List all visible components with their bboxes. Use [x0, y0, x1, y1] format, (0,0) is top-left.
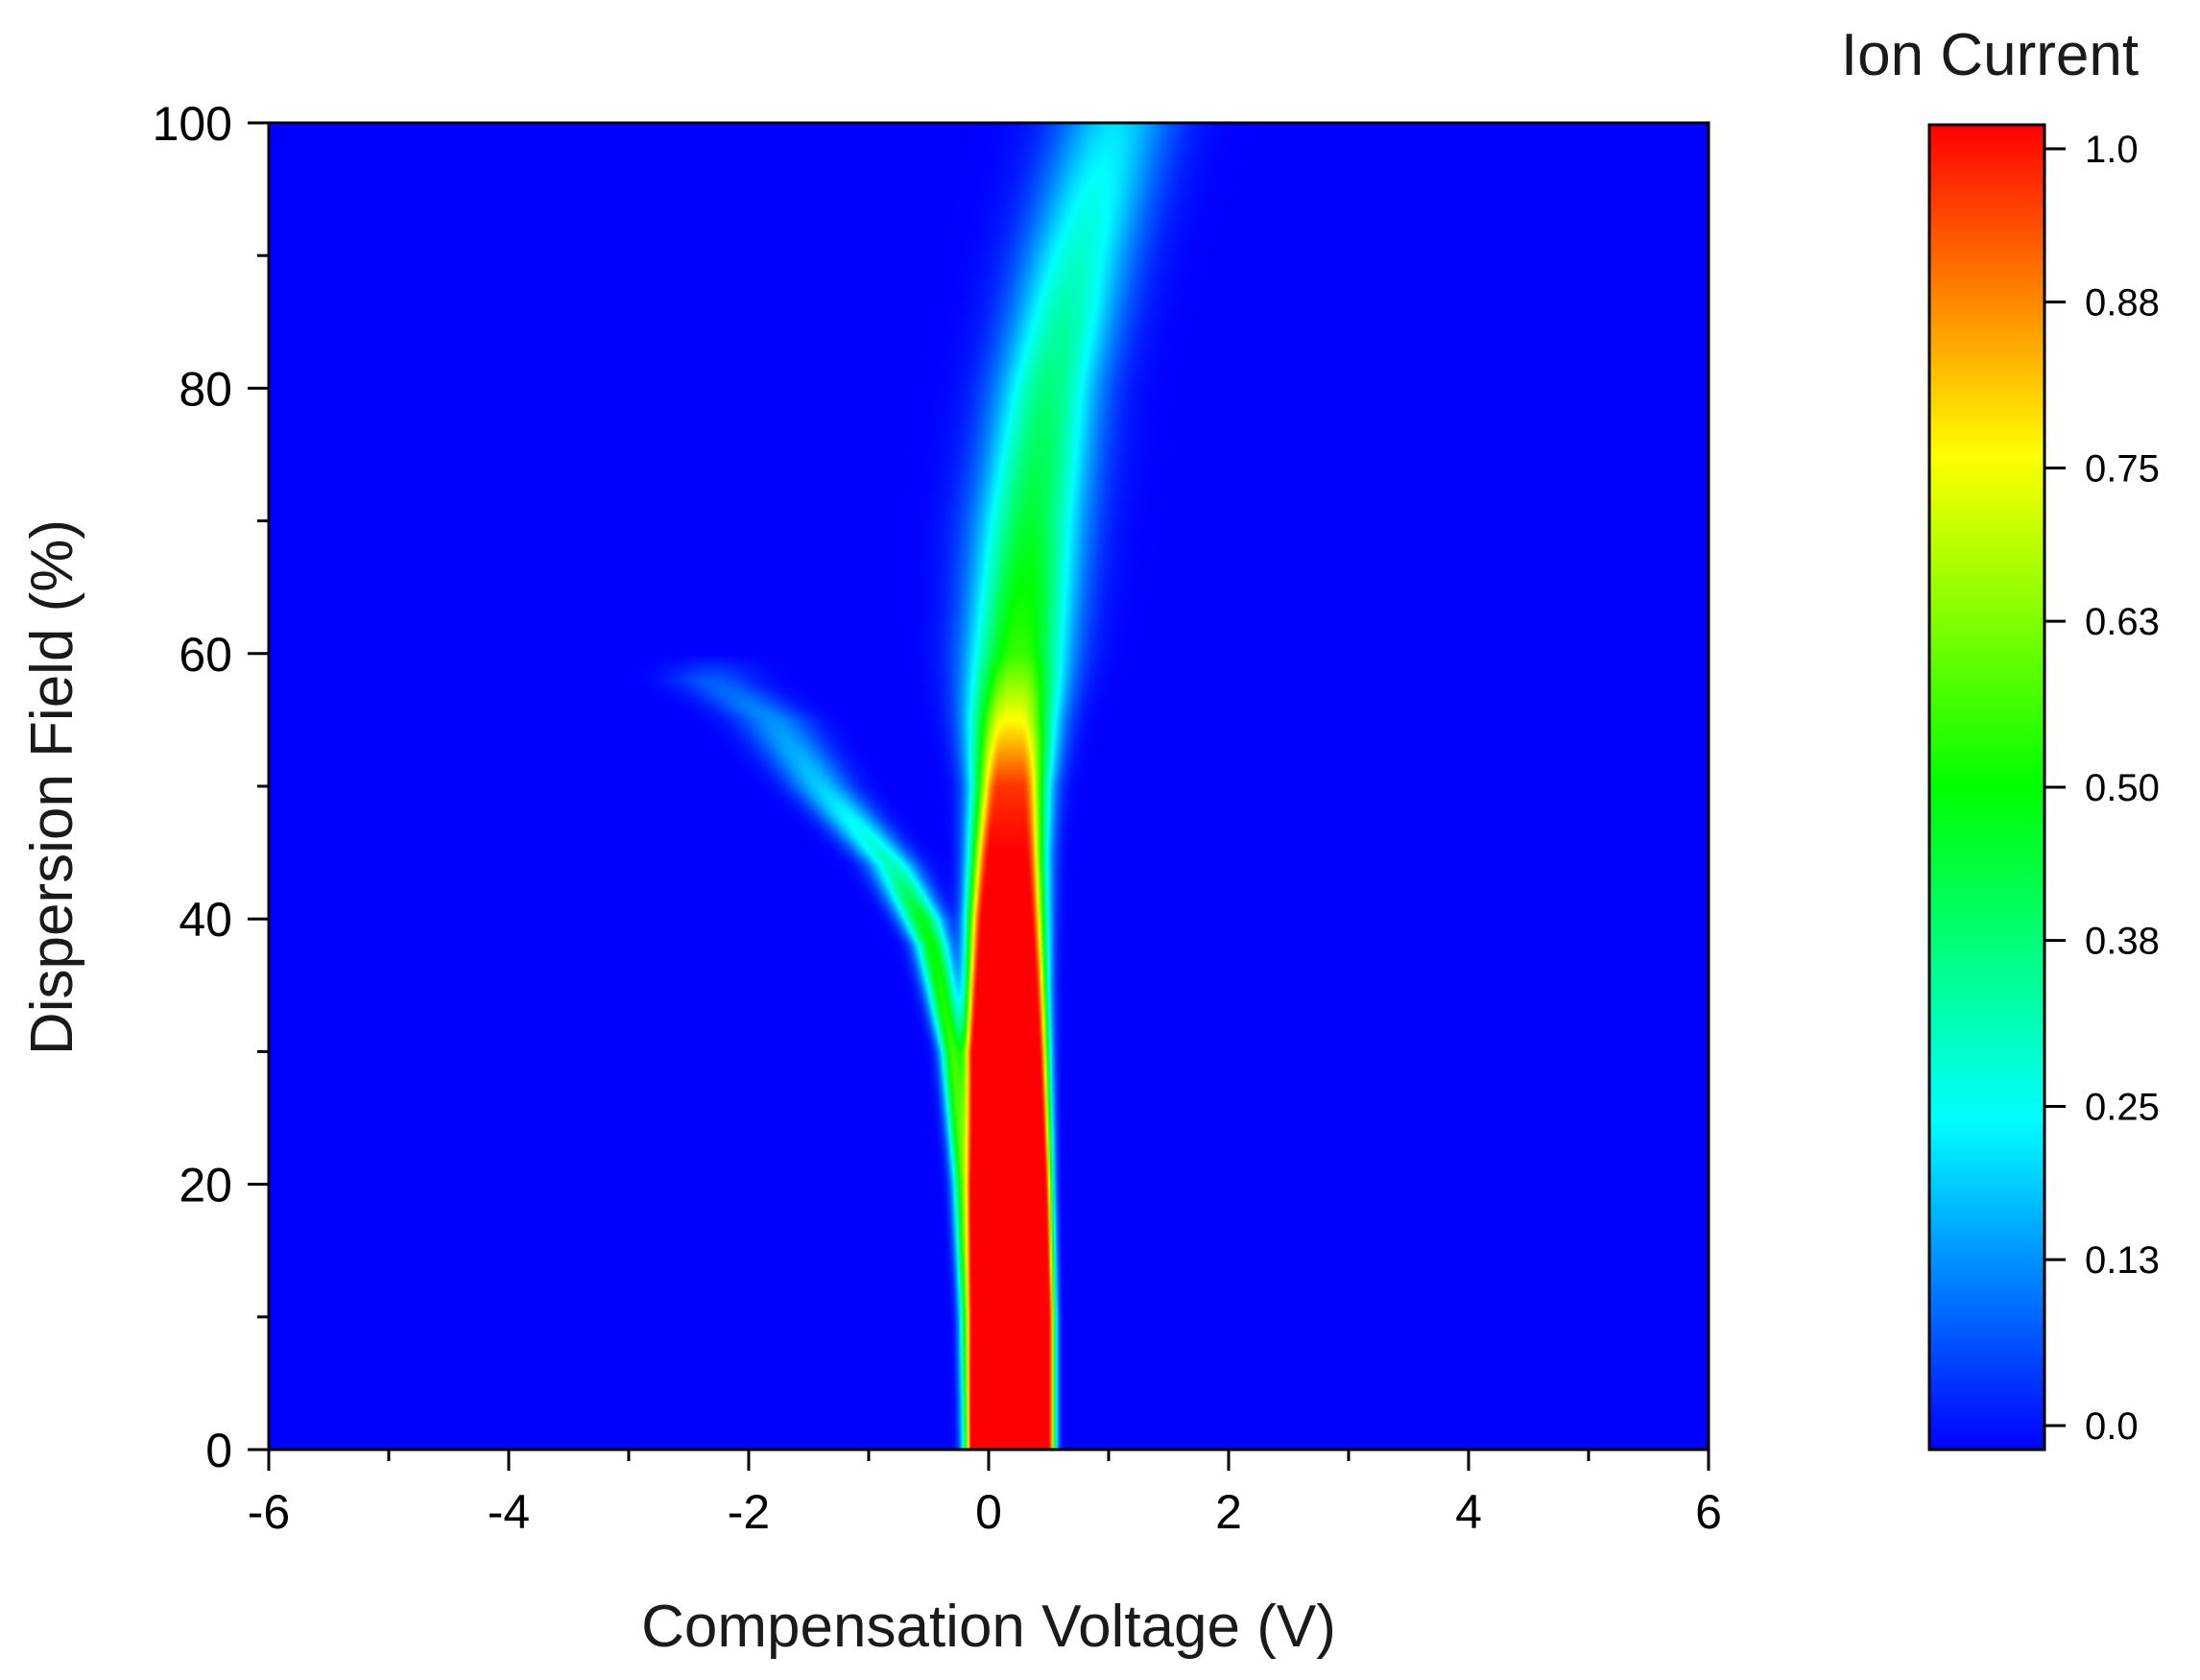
x-tick-label: 4 — [1455, 1485, 1482, 1539]
y-tick-label: 40 — [179, 893, 232, 947]
y-tick-label: 100 — [153, 97, 232, 151]
colorbar-axis: 0.0 0.13 0.25 0.38 0.50 0.63 0.75 0.88 1.0 — [2045, 129, 2160, 1448]
heatmap-raster — [269, 123, 1709, 1450]
colorbar-tick-label: 0.88 — [2085, 282, 2160, 324]
colorbar-tick-label: 1.0 — [2085, 129, 2139, 171]
heatmap-raster-container — [269, 123, 1709, 1450]
x-tick-label: 0 — [975, 1485, 1002, 1539]
x-tick-label: -4 — [488, 1485, 530, 1539]
x-tick-label: 6 — [1695, 1485, 1722, 1539]
colorbar-tick-label: 0.38 — [2085, 921, 2160, 963]
y-axis: 0 20 40 60 80 100 — [153, 97, 269, 1477]
colorbar-tick-label: 0.50 — [2085, 767, 2160, 809]
colorbar — [1927, 123, 2046, 1452]
x-tick-label: -6 — [248, 1485, 290, 1539]
x-axis: -6 -4 -2 0 2 4 6 — [248, 1450, 1722, 1539]
y-tick-label: 0 — [205, 1424, 232, 1477]
x-tick-label: 2 — [1215, 1485, 1242, 1539]
colorbar-tick-label: 0.63 — [2085, 601, 2160, 643]
x-axis-title: Compensation Voltage (V) — [641, 1594, 1336, 1660]
x-tick-label: -2 — [728, 1485, 770, 1539]
colorbar-tick-label: 0.0 — [2085, 1405, 2139, 1448]
colorbar-title: Ion Current — [1841, 22, 2139, 88]
colorbar-tick-label: 0.75 — [2085, 448, 2160, 491]
y-tick-label: 80 — [179, 362, 232, 416]
colorbar-tick-label: 0.13 — [2085, 1239, 2160, 1282]
y-tick-label: 60 — [179, 628, 232, 682]
colorbar-tick-label: 0.25 — [2085, 1087, 2160, 1129]
y-axis-title: Dispersion Field (%) — [19, 519, 85, 1055]
y-tick-label: 20 — [179, 1159, 232, 1212]
